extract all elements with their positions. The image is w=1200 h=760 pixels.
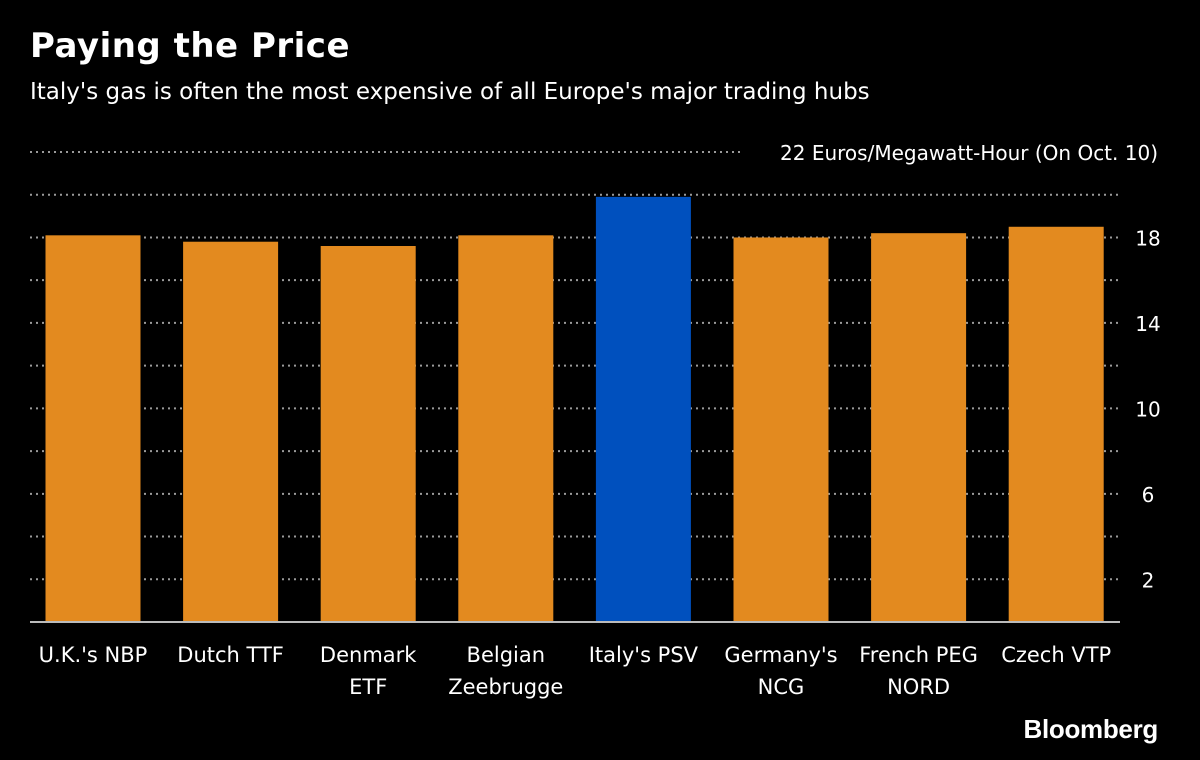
x-category-label: Czech VTP bbox=[1001, 643, 1111, 667]
bar bbox=[320, 246, 416, 622]
x-category-label: U.K.'s NBP bbox=[39, 643, 148, 667]
x-category-label: French PEG NORD bbox=[859, 643, 978, 699]
chart-title: Paying the Price bbox=[30, 26, 351, 66]
bar bbox=[183, 241, 279, 622]
y-tick-label: 14 bbox=[1135, 312, 1160, 336]
x-category-label: Germany's NCG bbox=[724, 643, 837, 699]
y-tick-label: 10 bbox=[1135, 397, 1160, 421]
chart-subtitle: Italy's gas is often the most expensive … bbox=[30, 79, 870, 105]
bar bbox=[871, 233, 967, 622]
unit-label: 22 Euros/Megawatt-Hour (On Oct. 10) bbox=[780, 141, 1158, 165]
x-category-label: Denmark ETF bbox=[320, 643, 417, 699]
x-category-label: Dutch TTF bbox=[177, 643, 284, 667]
y-tick-label: 18 bbox=[1135, 226, 1160, 250]
bar bbox=[595, 196, 691, 622]
x-category-label: Italy's PSV bbox=[589, 643, 699, 667]
bar bbox=[45, 235, 141, 622]
y-tick-label: 6 bbox=[1142, 483, 1155, 507]
x-category-label: Belgian Zeebrugge bbox=[448, 643, 563, 699]
bar bbox=[733, 237, 829, 623]
y-tick-label: 2 bbox=[1142, 568, 1155, 592]
bar bbox=[458, 235, 554, 622]
bar bbox=[1008, 226, 1104, 623]
bloomberg-logo: Bloomberg bbox=[1023, 714, 1158, 744]
